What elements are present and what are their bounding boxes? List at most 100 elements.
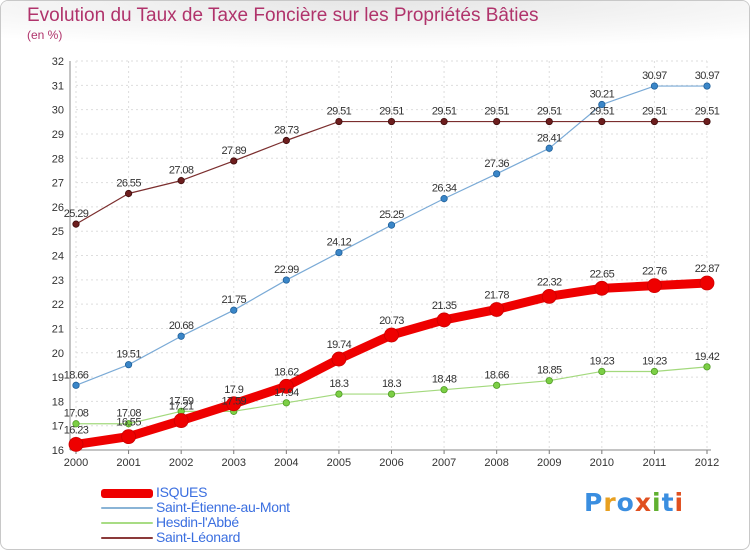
y-tick-label: 23 [52, 275, 64, 287]
data-label-isques: 20.73 [379, 315, 404, 327]
data-point-hesdin-l-abbe [387, 390, 396, 398]
data-label-saint-leonard: 26.55 [116, 178, 141, 190]
data-point-hesdin-l-abbe [124, 420, 133, 428]
data-point-isques [278, 378, 294, 394]
x-tick-label: 2009 [537, 457, 561, 469]
legend-swatch [101, 522, 153, 524]
data-label-saint-leonard: 29.51 [379, 106, 404, 118]
data-label-saint-etienne-au-mont: 20.68 [169, 320, 194, 332]
data-point-isques [384, 327, 399, 343]
data-point-saint-leonard [72, 220, 80, 228]
data-label-hesdin-l-abbe: 19.23 [642, 355, 667, 367]
y-tick-label: 21 [52, 323, 64, 335]
y-tick-label: 18 [52, 396, 64, 408]
data-point-isques [699, 275, 715, 291]
y-tick-label: 26 [52, 202, 64, 214]
data-point-saint-etienne-au-mont [387, 221, 396, 229]
data-label-isques: 21.78 [484, 289, 509, 301]
y-tick-label: 29 [52, 129, 64, 141]
data-point-saint-leonard [650, 117, 659, 126]
x-tick-label: 2007 [432, 457, 456, 469]
data-point-hesdin-l-abbe [335, 390, 343, 398]
data-label-saint-etienne-au-mont: 30.97 [642, 70, 667, 82]
data-point-hesdin-l-abbe [72, 420, 80, 428]
y-tick-label: 32 [52, 56, 64, 68]
data-label-isques: 16.55 [116, 417, 141, 429]
data-label-isques: 16.23 [64, 424, 89, 436]
data-point-saint-etienne-au-mont [493, 170, 501, 178]
data-label-saint-leonard: 27.08 [169, 165, 194, 177]
data-point-saint-leonard [335, 117, 343, 126]
data-point-saint-etienne-au-mont [598, 100, 606, 109]
data-label-saint-leonard: 29.51 [432, 106, 457, 118]
data-label-hesdin-l-abbe: 17.08 [116, 408, 141, 420]
data-point-isques [226, 396, 242, 412]
data-label-saint-leonard: 29.51 [327, 106, 352, 118]
data-label-saint-leonard: 27.89 [221, 145, 246, 157]
y-tick-label: 19 [52, 372, 64, 384]
logo-letter: o [616, 488, 635, 517]
data-label-hesdin-l-abbe: 18.66 [484, 369, 509, 381]
data-point-saint-etienne-au-mont [335, 248, 343, 257]
data-label-hesdin-l-abbe: 17.94 [274, 387, 299, 399]
logo-letter: r [603, 488, 617, 517]
data-label-saint-etienne-au-mont: 27.36 [484, 158, 509, 170]
x-tick-label: 2010 [590, 457, 614, 469]
data-point-saint-leonard [545, 117, 553, 126]
legend-swatch [101, 489, 153, 498]
data-point-saint-leonard [387, 117, 396, 126]
data-label-hesdin-l-abbe: 18.3 [382, 378, 401, 390]
y-tick-label: 31 [52, 80, 64, 92]
y-tick-label: 27 [52, 178, 64, 190]
x-tick-label: 2001 [116, 457, 140, 469]
data-point-saint-leonard [493, 117, 501, 126]
data-point-isques [173, 413, 189, 428]
data-label-isques: 19.74 [327, 339, 352, 351]
x-tick-label: 2000 [64, 457, 88, 469]
chart-title: Evolution du Taux de Taxe Foncière sur l… [27, 5, 539, 26]
data-label-isques: 22.76 [642, 266, 667, 278]
data-point-hesdin-l-abbe [650, 367, 659, 376]
data-label-hesdin-l-abbe: 18.48 [432, 374, 457, 386]
y-tick-label: 20 [52, 348, 64, 360]
data-point-saint-leonard [282, 136, 290, 145]
data-point-saint-leonard [124, 189, 133, 198]
data-label-isques: 17.9 [224, 384, 243, 396]
x-tick-label: 2003 [222, 457, 246, 469]
data-point-saint-etienne-au-mont [230, 306, 238, 314]
data-label-hesdin-l-abbe: 17.59 [169, 395, 194, 407]
data-point-isques [594, 280, 610, 296]
data-label-saint-etienne-au-mont: 21.75 [221, 294, 246, 306]
data-point-saint-leonard [440, 117, 448, 126]
data-point-saint-etienne-au-mont [703, 82, 711, 90]
data-label-hesdin-l-abbe: 19.42 [695, 351, 720, 363]
data-label-saint-etienne-au-mont: 30.21 [590, 89, 615, 101]
y-tick-label: 28 [52, 153, 64, 165]
data-point-saint-leonard [598, 117, 606, 126]
data-point-isques [647, 278, 662, 294]
data-point-isques [541, 288, 557, 304]
data-label-hesdin-l-abbe: 18.85 [537, 365, 562, 377]
data-label-isques: 22.87 [695, 263, 720, 275]
data-point-saint-etienne-au-mont [545, 144, 553, 152]
data-label-hesdin-l-abbe: 17.08 [64, 408, 89, 420]
y-tick-label: 22 [52, 299, 64, 311]
logo-letter: i [652, 488, 662, 517]
data-point-saint-etienne-au-mont [124, 361, 133, 369]
data-label-saint-etienne-au-mont: 25.25 [379, 209, 404, 221]
legend-swatch [101, 507, 153, 509]
data-point-saint-etienne-au-mont [282, 276, 290, 284]
data-point-saint-leonard [177, 177, 185, 185]
data-label-isques: 22.32 [537, 276, 562, 288]
y-tick-label: 17 [52, 421, 64, 433]
legend-label: Hesdin-l'Abbé [156, 514, 239, 530]
data-label-hesdin-l-abbe: 17.59 [221, 395, 246, 407]
data-point-saint-etienne-au-mont [440, 195, 448, 203]
legend-label: Saint-Étienne-au-Mont [156, 499, 290, 515]
data-label-saint-leonard: 29.51 [484, 106, 509, 118]
data-label-isques: 18.62 [274, 366, 299, 378]
data-label-saint-leonard: 29.51 [590, 106, 615, 118]
data-point-isques [489, 302, 505, 317]
